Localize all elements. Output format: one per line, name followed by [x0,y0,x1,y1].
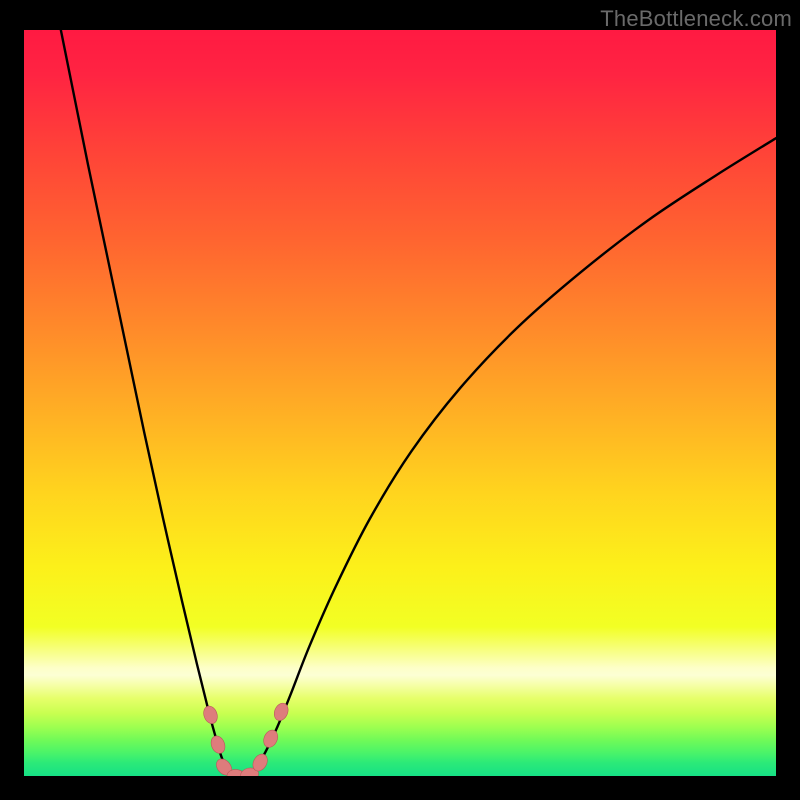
plot-area [24,30,776,776]
plot-svg [24,30,776,776]
chart-canvas: TheBottleneck.com [0,0,800,800]
watermark-text: TheBottleneck.com [600,6,792,32]
gradient-background [24,30,776,776]
